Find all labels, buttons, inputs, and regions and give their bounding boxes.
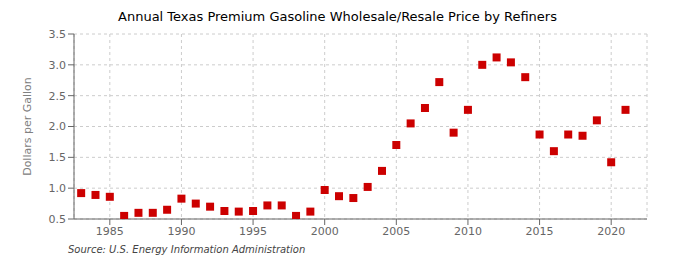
svg-text:3.0: 3.0 (49, 59, 67, 72)
html-text:Source: U.S. Energy Informatio: Source: U.S. Energy Information Administ… (68, 244, 306, 255)
svg-text:2.0: 2.0 (49, 120, 67, 133)
svg-text:2000: 2000 (311, 225, 339, 238)
svg-text:2.5: 2.5 (49, 90, 67, 103)
svg-text:2010: 2010 (454, 225, 482, 238)
svg-text:2020: 2020 (597, 225, 625, 238)
svg-text:1990: 1990 (167, 225, 195, 238)
svg-text:2015: 2015 (526, 225, 554, 238)
svg-text:Dollars per Gallon: Dollars per Gallon (21, 77, 34, 176)
html-text:Annual Texas Premium Gasoline: Annual Texas Premium Gasoline Wholesale/… (118, 9, 557, 24)
svg-text:1985: 1985 (96, 225, 124, 238)
svg-text:3.5: 3.5 (49, 28, 67, 41)
svg-text:0.5: 0.5 (49, 213, 67, 226)
svg-text:1995: 1995 (239, 225, 267, 238)
svg-text:1.0: 1.0 (49, 182, 67, 195)
svg-text:1.5: 1.5 (49, 151, 67, 164)
svg-text:2005: 2005 (382, 225, 410, 238)
